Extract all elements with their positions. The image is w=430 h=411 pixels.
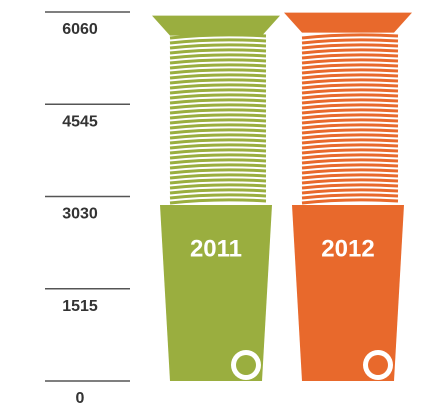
stack-layer (302, 145, 398, 148)
stack-layer (170, 85, 266, 88)
stack-layer (170, 100, 266, 103)
bin-stack (284, 13, 412, 381)
stack-layer (170, 115, 266, 118)
stack-layer (302, 65, 398, 68)
stack-layer (302, 200, 398, 203)
chart: 0 1515 3030 4545 6060 2011 2012 (0, 0, 430, 411)
stack-layer (170, 60, 266, 63)
y-tick-label: 0 (76, 390, 85, 407)
stack-layer (170, 165, 266, 168)
stack-layer (302, 35, 398, 38)
stack-layer (302, 120, 398, 123)
stack-layer (302, 185, 398, 188)
stack-layer (170, 130, 266, 133)
category-label: 2012 (321, 235, 374, 262)
y-tick-label: 4545 (62, 113, 98, 130)
stack-layer (170, 90, 266, 93)
stack-layer (170, 40, 266, 43)
bin-wheel-hub (236, 355, 256, 375)
stack-layer (302, 115, 398, 118)
stack-layer (302, 105, 398, 108)
stack-layer (302, 140, 398, 143)
stack-layer (302, 150, 398, 153)
stack-layer (302, 75, 398, 78)
stack-layer (170, 190, 266, 193)
stack-layer (302, 45, 398, 48)
stack-layer (170, 185, 266, 188)
stack-layer (170, 55, 266, 58)
stack-layer (170, 70, 266, 73)
stack-layer (170, 195, 266, 198)
stack-layer (170, 80, 266, 83)
stack-layer (170, 160, 266, 163)
bin-stack (152, 16, 280, 381)
stack-layer (302, 125, 398, 128)
stack-layer (170, 135, 266, 138)
stack-layer (302, 180, 398, 183)
stack-layer (170, 45, 266, 48)
stack-layer (302, 175, 398, 178)
stack-layer (302, 130, 398, 133)
stack-layer (170, 105, 266, 108)
stack-layer (302, 190, 398, 193)
y-tick-label: 1515 (62, 298, 98, 315)
stack-layer (302, 80, 398, 83)
stack-layer (302, 165, 398, 168)
stack-layer (302, 160, 398, 163)
stack-layer (170, 200, 266, 203)
stack-layer (302, 70, 398, 73)
stack-layer (302, 100, 398, 103)
bin-lid (284, 13, 412, 33)
stack-layer (170, 170, 266, 173)
stack-layer (302, 50, 398, 53)
stack-layer (302, 135, 398, 138)
stack-layer (170, 50, 266, 53)
stack-layer (302, 110, 398, 113)
stack-layer (302, 195, 398, 198)
stack-layer (170, 155, 266, 158)
stack-layer (170, 175, 266, 178)
stack-layer (302, 60, 398, 63)
stack-layer (302, 90, 398, 93)
y-tick-label: 6060 (62, 21, 98, 38)
stack-layer (170, 75, 266, 78)
stack-layer (302, 155, 398, 158)
stack-layer (302, 55, 398, 58)
stack-layer (170, 180, 266, 183)
stack-layer (170, 145, 266, 148)
bin-wheel-hub (368, 355, 388, 375)
stack-layer (170, 140, 266, 143)
stack-layer (170, 150, 266, 153)
stack-layer (302, 95, 398, 98)
stack-layer (170, 95, 266, 98)
stack-layer (170, 110, 266, 113)
bin-lid (152, 16, 280, 36)
stack-layer (170, 65, 266, 68)
stack-layer (302, 85, 398, 88)
y-tick-label: 3030 (62, 206, 98, 223)
stack-layer (170, 125, 266, 128)
stack-layer (302, 170, 398, 173)
stack-layer (170, 120, 266, 123)
stack-layer (302, 40, 398, 43)
category-label: 2011 (190, 235, 242, 262)
